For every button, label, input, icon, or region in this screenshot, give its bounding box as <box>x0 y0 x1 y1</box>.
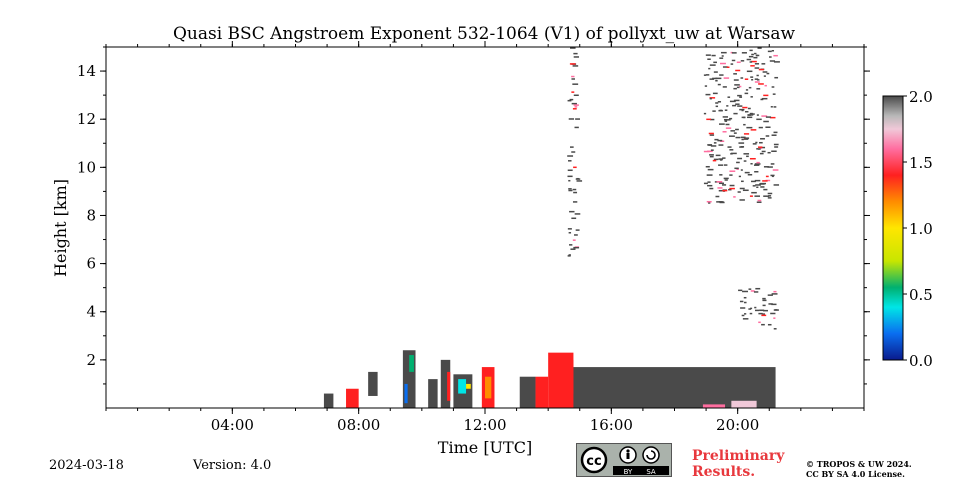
x-tick-label: 08:00 <box>337 416 380 434</box>
license-notice: © TROPOS & UW 2024. CC BY SA 4.0 License… <box>806 459 912 479</box>
preliminary-line2: Results. <box>692 464 756 480</box>
colorbar-tick-label: 0.0 <box>909 352 933 370</box>
heatmap-region-vertical-column-15h <box>567 47 583 257</box>
plot-frame <box>105 46 865 409</box>
heatmap-cell-16 <box>702 404 726 408</box>
heatmap-cell-13 <box>346 388 359 408</box>
colorbar-tick-label: 1.0 <box>909 220 933 238</box>
colorbar-tick-label: 2.0 <box>909 88 933 106</box>
x-tick-label: 16:00 <box>590 416 633 434</box>
preliminary-notice: Preliminary Results. <box>692 448 812 480</box>
sa-icon <box>642 446 660 464</box>
heatmap-cell-5 <box>447 371 451 401</box>
colorbar-tick-label: 0.5 <box>909 286 933 304</box>
y-axis-label: Height [km] <box>51 179 70 277</box>
heatmap-region-mid-aerosol-21h <box>738 287 779 330</box>
axis-layer: 04:00 08:00 12:00 16:00 20:00 2 4 6 8 10 12 14 Time … <box>51 41 870 457</box>
preliminary-line1: Preliminary <box>692 448 785 464</box>
y-tick-label: 12 <box>77 110 96 128</box>
cc-license-badge: cc BY SA <box>576 443 672 477</box>
y-tick-label: 2 <box>86 351 96 369</box>
chart-title: Quasi BSC Angstroem Exponent 532-1064 (V… <box>172 24 796 44</box>
heatmap-region-cirrus-19h-20h <box>703 47 780 204</box>
colorbar-tick-label: 1.5 <box>909 154 933 172</box>
y-tick-label: 14 <box>77 62 96 80</box>
heatmap-cell-14 <box>368 371 378 396</box>
x-tick-label: 04:00 <box>211 416 254 434</box>
heatmap-cell-4 <box>440 359 451 408</box>
colorbar-gradient <box>882 95 904 361</box>
heatmap-cell-11 <box>519 376 536 408</box>
heatmap-region-early-column-07h <box>323 393 334 408</box>
x-axis-label: Time [UTC] <box>438 438 532 457</box>
cc-by-sa-icon: cc BY SA <box>580 446 669 476</box>
heatmap-layer <box>323 47 780 408</box>
heatmap-cell-7 <box>458 379 467 394</box>
y-tick-label: 8 <box>86 206 96 224</box>
heatmap-cell-15 <box>554 359 574 394</box>
heatmap-cell-3 <box>428 379 438 408</box>
sa-label: SA <box>646 468 656 476</box>
colorbar: 0.0 0.5 1.0 1.5 2.0 <box>882 88 933 370</box>
heatmap-cell-12 <box>535 376 549 408</box>
footer-version: Version: 4.0 <box>193 458 272 473</box>
x-tick-label: 20:00 <box>716 416 759 434</box>
x-tick-label: 12:00 <box>463 416 506 434</box>
footer-date: 2024-03-18 <box>49 458 124 473</box>
y-tick-label: 6 <box>86 255 96 273</box>
license-line1: © TROPOS & UW 2024. <box>806 459 912 469</box>
cc-text: cc <box>586 454 601 469</box>
by-label: BY <box>624 468 633 476</box>
y-tick-label: 4 <box>86 303 96 321</box>
heatmap-cell-1 <box>409 355 414 372</box>
license-line2: CC BY SA 4.0 License. <box>806 469 905 479</box>
heatmap-cell-10 <box>485 376 492 399</box>
heatmap-cell-2 <box>404 383 408 404</box>
heatmap-cell-17 <box>731 400 757 408</box>
heatmap-cell-8 <box>466 383 471 389</box>
y-tick-label: 10 <box>77 158 96 176</box>
